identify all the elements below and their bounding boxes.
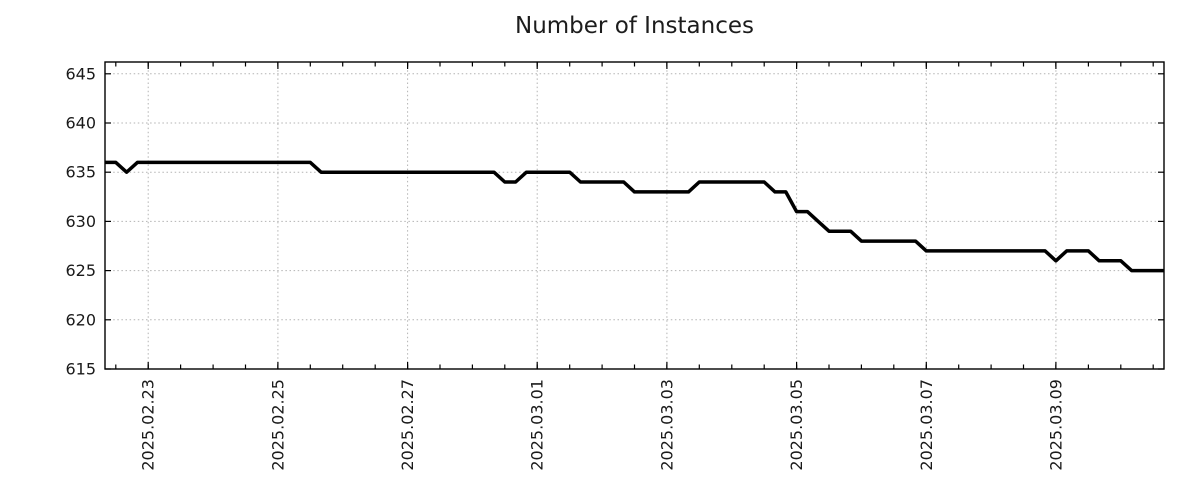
y-tick-label: 645 [65,64,96,83]
x-tick-label: 2025.03.03 [657,379,676,471]
y-gridlines [105,73,1164,321]
x-tick-label: 2025.02.25 [268,379,287,471]
x-major-ticks: 2025.02.23 2025.02.25 2025.02.27 2025.03.01… [139,62,1065,471]
y-tick-label: 625 [65,261,96,280]
series-line-instances [105,160,1164,273]
x-minor-ticks [115,62,1154,369]
y-tick-label: 620 [65,310,96,329]
x-gridlines [147,62,1057,369]
y-tick-label: 615 [65,360,96,379]
x-tick-label: 2025.03.09 [1046,379,1065,471]
y-tick-label: 630 [65,212,96,231]
x-tick-label: 2025.03.07 [917,379,936,471]
x-tick-label: 2025.03.05 [787,379,806,471]
x-tick-label: 2025.02.23 [139,379,158,471]
y-tick-label: 635 [65,163,96,182]
chart-title: Number of Instances [515,13,754,39]
x-tick-label: 2025.03.01 [528,379,547,471]
plot-frame [104,61,1165,370]
y-tick-label: 640 [65,114,96,133]
x-tick-label: 2025.02.27 [398,379,417,471]
y-ticks: 615 620 625 630 635 640 645 [65,64,1164,379]
